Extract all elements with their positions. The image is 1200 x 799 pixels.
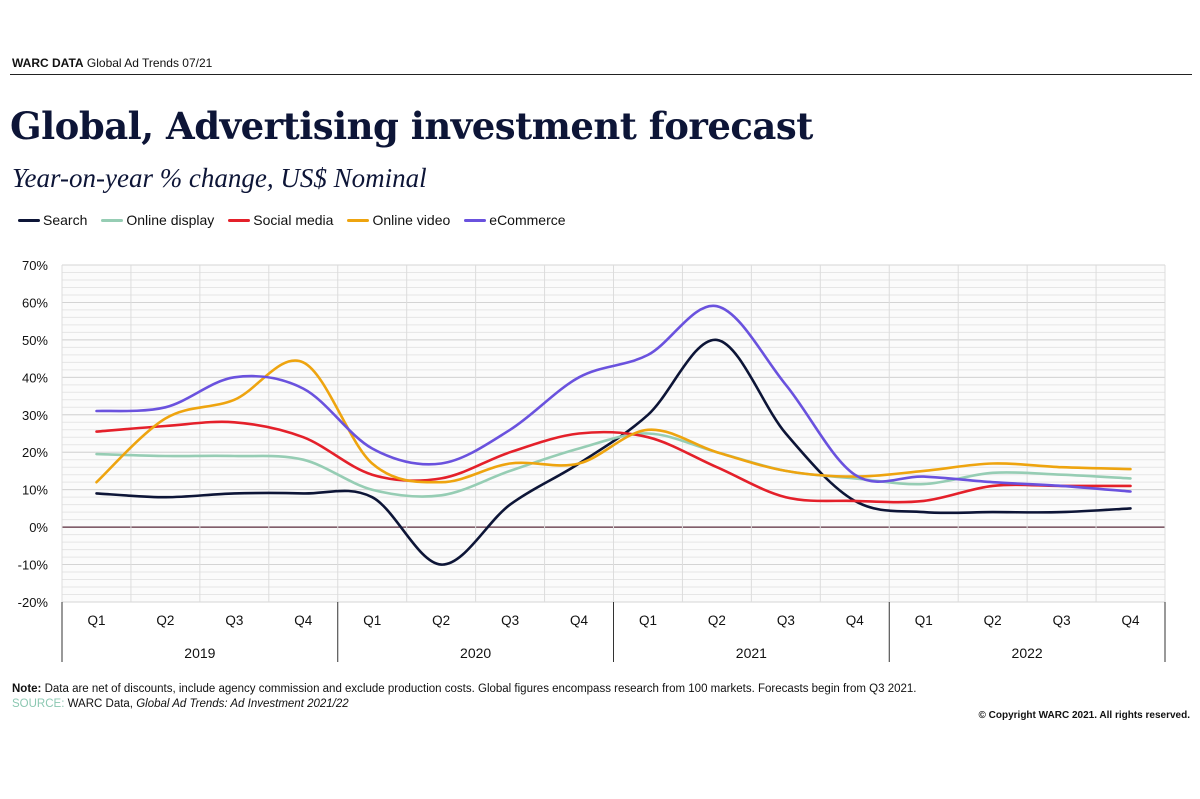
- legend-label: eCommerce: [489, 212, 566, 228]
- legend-label: Online display: [126, 212, 215, 228]
- quarter-label: Q3: [501, 613, 519, 628]
- year-label: 2020: [460, 645, 491, 661]
- legend-swatch: [228, 218, 251, 222]
- legend-item: Online display: [101, 212, 214, 228]
- legend-swatch: [464, 218, 487, 222]
- quarter-label: Q4: [294, 613, 313, 628]
- quarter-label: Q3: [777, 613, 795, 628]
- legend: Search Online display Social media Online v…: [18, 212, 566, 228]
- legend-label: Social media: [253, 212, 334, 228]
- quarter-label: Q1: [87, 613, 105, 628]
- quarter-label: Q3: [225, 613, 243, 628]
- series-line-ecommerce: [95, 304, 1132, 493]
- y-tick-label: 40%: [22, 370, 48, 385]
- header-divider: [10, 74, 1192, 75]
- legend-swatch: [347, 218, 370, 222]
- y-tick-label: 20%: [22, 445, 48, 460]
- year-label: 2022: [1012, 645, 1043, 661]
- y-tick-label: 50%: [22, 333, 48, 348]
- copyright: © Copyright WARC 2021. All rights reserv…: [978, 710, 1191, 721]
- quarter-label: Q4: [1122, 613, 1141, 628]
- source-label: SOURCE:: [12, 698, 65, 710]
- chart-subtitle: Year-on-year % change, US$ Nominal: [12, 163, 427, 193]
- report-label: Global Ad Trends 07/21: [86, 56, 213, 70]
- quarter-label: Q4: [570, 613, 589, 628]
- quarter-label: Q1: [363, 613, 381, 628]
- legend-swatch: [101, 218, 124, 222]
- y-tick-label: 10%: [22, 483, 48, 498]
- quarter-label: Q1: [915, 613, 933, 628]
- legend-item: Online video: [347, 212, 450, 228]
- note-label: Note:: [12, 683, 42, 695]
- quarter-label: Q1: [639, 613, 657, 628]
- brand-label: WARC DATA: [12, 56, 84, 70]
- chart-title: Global, Advertising investment forecast: [10, 104, 813, 148]
- y-tick-label: -10%: [18, 558, 49, 573]
- quarter-label: Q2: [708, 613, 726, 628]
- y-tick-label: 70%: [22, 258, 48, 273]
- y-tick-label: 60%: [22, 295, 48, 310]
- legend-swatch: [18, 218, 40, 222]
- footnote: Note: Data are net of discounts, include…: [12, 683, 916, 695]
- note-text: Data are net of discounts, include agenc…: [44, 683, 917, 695]
- year-label: 2019: [184, 645, 215, 661]
- legend-item: eCommerce: [464, 212, 566, 228]
- line-chart: 70% 60% 50% 40% 30% 20% 10% 0% -10% -20% 2019 2020 2…: [18, 258, 1166, 662]
- source-text: WARC Data,: [67, 698, 133, 710]
- source-line: SOURCE: WARC Data, Global Ad Trends: Ad …: [12, 698, 349, 710]
- y-tick-label: 0%: [29, 520, 48, 535]
- y-tick-label: 30%: [22, 408, 48, 423]
- quarter-label: Q2: [432, 613, 450, 628]
- legend-label: Search: [43, 212, 88, 228]
- y-tick-label: -20%: [18, 595, 49, 610]
- legend-item: Social media: [228, 212, 333, 228]
- quarter-label: Q3: [1053, 613, 1071, 628]
- year-label: 2021: [736, 645, 767, 661]
- source-title: Global Ad Trends: Ad Investment 2021/22: [136, 698, 349, 710]
- quarter-label: Q4: [846, 613, 865, 628]
- quarter-label: Q2: [984, 613, 1002, 628]
- series-line-social-media: [95, 420, 1132, 504]
- legend-item: Search: [18, 212, 87, 228]
- report-header: WARC DATA Global Ad Trends 07/21: [12, 56, 212, 70]
- quarter-label: Q2: [156, 613, 174, 628]
- legend-label: Online video: [372, 212, 451, 228]
